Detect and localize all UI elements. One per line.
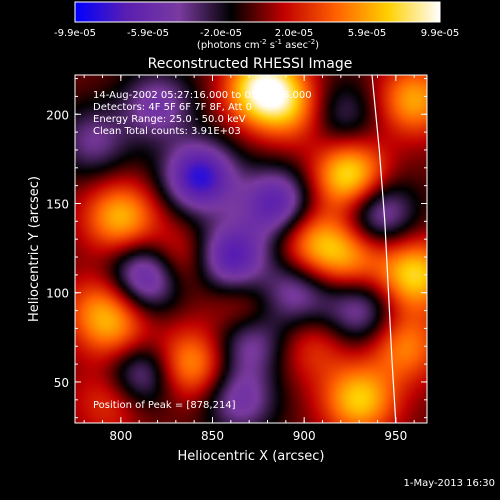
annotation-peak: Position of Peak = [878,214] [93,400,236,411]
colorbar-tick-label: 5.9e-05 [348,28,386,39]
annotation-time: 14-Aug-2002 05:27:16.000 to 05:32:26.000 [93,90,312,101]
y-tick-label: 150 [46,197,69,211]
colorbar-tick-label: 9.9e-05 [421,28,459,39]
x-axis-ticks: 800 850 900 950 [83,75,415,443]
plot-frame [74,74,428,424]
y-tick-label: 50 [54,376,69,390]
footer-date: 1-May-2013 16:30 [403,478,495,489]
y-axis-label: Heliocentric Y (arcsec) [27,176,42,322]
solar-limb-line [371,75,397,423]
x-tick-label: 950 [384,429,407,443]
annotation-energy: Energy Range: 25.0 - 50.0 keV [93,114,246,125]
colorbar-tick-label: -5.9e-05 [127,28,169,39]
y-tick-label: 200 [46,108,69,122]
annotation-detectors: Detectors: 4F 5F 6F 7F 8F, Att 0 [93,102,252,113]
y-axis-ticks: 50 100 150 200 [46,78,427,419]
colorbar-unit: (photons cm-2 s-1 asec-2) [197,38,319,51]
x-axis-label: Heliocentric X (arcsec) [178,449,325,464]
x-tick-label: 800 [109,429,132,443]
colorbar [74,1,441,23]
x-tick-label: 900 [293,429,316,443]
x-tick-label: 850 [201,429,224,443]
colorbar-tick-label: 2.0e-05 [275,28,313,39]
annotation-clean: Clean Total counts: 3.91E+03 [93,126,241,137]
chart-title: Reconstructed RHESSI Image [148,56,353,72]
colorbar-tick-label: -2.0e-05 [200,28,242,39]
colorbar-tick-label: -9.9e-05 [54,28,96,39]
colorbar-ticks: -9.9e-05 -5.9e-05 -2.0e-05 2.0e-05 5.9e-05 9.… [54,28,459,39]
heatmap-image [75,75,427,423]
annotation-block: 14-Aug-2002 05:27:16.000 to 05:32:26.000… [93,90,312,411]
y-tick-label: 100 [46,287,69,301]
